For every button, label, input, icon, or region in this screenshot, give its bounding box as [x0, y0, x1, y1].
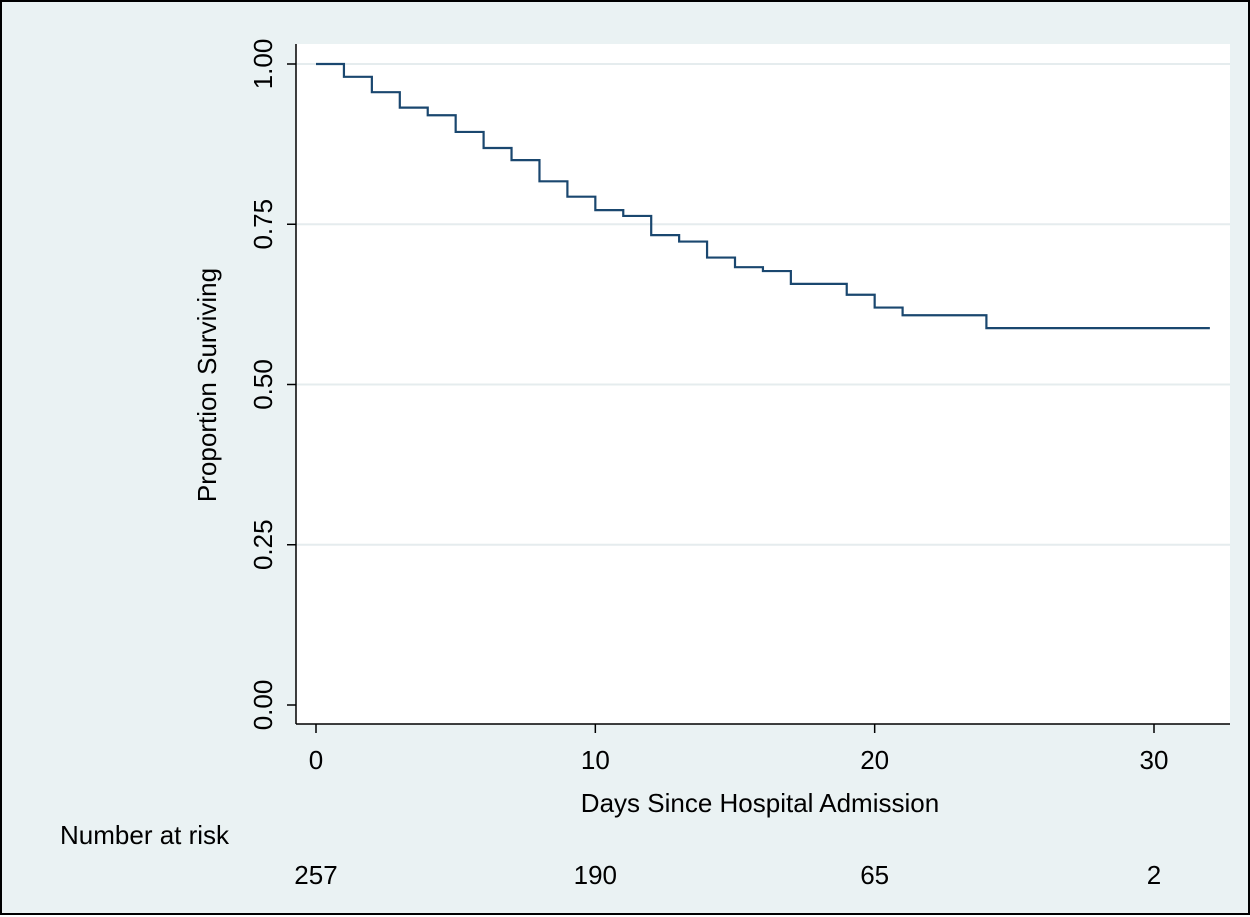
y-tick-label: 0.00 — [248, 680, 278, 731]
y-tick-label: 1.00 — [248, 39, 278, 90]
risk-count: 190 — [574, 860, 617, 890]
y-tick-label: 0.75 — [248, 199, 278, 250]
x-tick-label: 20 — [860, 745, 889, 775]
y-axis-label: Proportion Surviving — [192, 268, 222, 502]
x-tick-label: 30 — [1140, 745, 1169, 775]
x-tick-label: 10 — [581, 745, 610, 775]
survival-step-line — [316, 62, 1210, 330]
axes: 0.00 0.25 0.50 0.75 1.00 0 10 20 30 — [248, 39, 1230, 775]
risk-table: 257 190 65 2 — [294, 860, 1161, 890]
series-layer — [316, 62, 1210, 330]
risk-count: 65 — [860, 860, 889, 890]
y-tick-label: 0.25 — [248, 519, 278, 570]
x-tick-label: 0 — [309, 745, 323, 775]
grid-lines — [296, 63, 1230, 546]
risk-count: 2 — [1147, 860, 1161, 890]
risk-table-label: Number at risk — [60, 820, 230, 850]
x-axis-label: Days Since Hospital Admission — [581, 788, 939, 818]
y-tick-label: 0.50 — [248, 359, 278, 410]
risk-count: 257 — [294, 860, 337, 890]
